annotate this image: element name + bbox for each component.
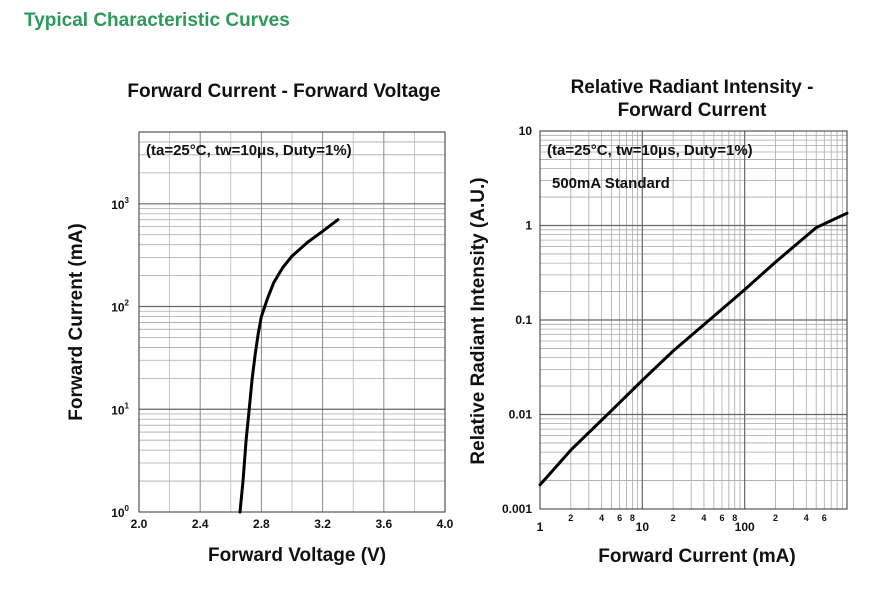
page-title: Typical Characteristic Curves: [24, 10, 290, 31]
chart2-x-minor-tick-label: 6: [822, 513, 827, 523]
chart1-x-tick-label: 2.0: [131, 517, 148, 531]
chart1-minor-grid: [139, 131, 445, 512]
chart2-y-tick-label: 10: [519, 124, 533, 138]
chart2-x-minor-tick-label: 2: [568, 513, 573, 523]
chart2-x-minor-tick-label: 2: [671, 513, 676, 523]
chart2-x-minor-tick-label: 4: [804, 513, 809, 523]
chart1-x-tick-label: 2.8: [253, 517, 270, 531]
chart1-major-grid: [139, 132, 445, 512]
chart2-title-line2: Forward Current: [618, 100, 768, 121]
chart2-title-line1: Relative Radiant Intensity -: [571, 77, 814, 98]
chart1-y-tick-label: 103: [111, 196, 129, 212]
chart2-x-minor-tick-label: 2: [773, 513, 778, 523]
chart-forward-current-vs-voltage: Forward Current - Forward Voltage 2.0 2.4…: [66, 81, 454, 566]
chart2-x-tick-label: 1: [537, 520, 544, 534]
chart1-x-tick-label: 2.4: [192, 517, 209, 531]
chart1-series-line: [238, 218, 340, 514]
chart1-y-tick-label: 101: [111, 401, 129, 417]
chart1-y-tick-label: 100: [111, 504, 129, 520]
chart2-y-tick-labels: 0.001 0.01 0.1 1 10: [502, 124, 532, 516]
chart2-y-tick-label: 0.1: [515, 313, 532, 327]
chart2-x-axis-label: Forward Current (mA): [598, 546, 795, 567]
chart2-y-tick-label: 0.001: [502, 502, 532, 516]
chart1-x-tick-labels: 2.0 2.4 2.8 3.2 3.6 4.0: [131, 517, 454, 531]
chart2-x-minor-tick-label: 8: [732, 513, 737, 523]
chart2-x-tick-label: 10: [636, 520, 650, 534]
chart2-x-minor-tick-label: 4: [599, 513, 604, 523]
chart2-y-tick-label: 1: [525, 219, 532, 233]
chart1-y-tick-labels: 100 101 102 103: [111, 196, 129, 520]
chart2-plot-frame: [539, 130, 848, 510]
chart1-x-tick-label: 3.6: [375, 517, 392, 531]
chart2-conditions-annotation: (ta=25°C, tw=10μs, Duty=1%): [547, 142, 753, 159]
chart2-x-minor-tick-label: 6: [719, 513, 724, 523]
chart2-x-minor-tick-label: 4: [701, 513, 706, 523]
chart2-y-axis-label: Relative Radiant Intensity (A.U.): [468, 177, 489, 464]
chart-radiant-intensity-vs-current: Relative Radiant Intensity - Forward Cur…: [468, 77, 849, 567]
chart2-x-tick-label: 100: [735, 520, 755, 534]
chart1-x-axis-label: Forward Voltage (V): [208, 545, 386, 566]
chart1-conditions-annotation: (ta=25°C, tw=10μs, Duty=1%): [146, 142, 352, 159]
chart1-y-axis-label: Forward Current (mA): [66, 223, 87, 420]
chart2-standard-annotation: 500mA Standard: [552, 175, 670, 192]
chart2-y-tick-label: 0.01: [509, 408, 533, 422]
chart1-series: [238, 218, 340, 514]
chart1-x-tick-label: 4.0: [437, 517, 454, 531]
chart2-series: [538, 211, 849, 487]
chart1-title: Forward Current - Forward Voltage: [127, 81, 440, 102]
chart2-major-grid: [540, 131, 847, 509]
chart2-x-minor-tick-label: 8: [630, 513, 635, 523]
chart1-plot-frame: [138, 131, 446, 513]
chart1-y-tick-label: 102: [111, 299, 129, 315]
chart2-x-minor-tick-label: 6: [617, 513, 622, 523]
chart1-x-tick-label: 3.2: [314, 517, 331, 531]
chart2-series-line: [538, 211, 849, 487]
